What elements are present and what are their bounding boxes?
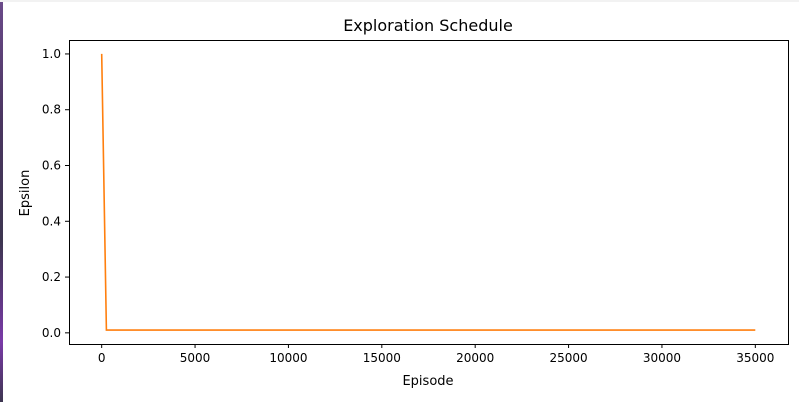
x-tick-label: 5000 (180, 351, 211, 365)
plot-frame (69, 40, 789, 345)
plot-area (100, 53, 756, 331)
window-left-edge (0, 0, 3, 402)
y-axis-label: Epsilon (18, 170, 33, 217)
x-axis-label: Episode (402, 374, 453, 389)
x-tick-label: 10000 (269, 351, 307, 365)
x-tick-label: 35000 (736, 351, 774, 365)
chart-title: Exploration Schedule (343, 16, 513, 35)
y-tick-label: 0.6 (42, 159, 61, 173)
axis-ticks: 0 5000 10000 15000 20000 25000 30000 35000 0.0 0.… (42, 47, 775, 365)
x-tick-label: 15000 (363, 351, 401, 365)
y-tick-label: 1.0 (42, 47, 61, 61)
y-tick-label: 0.0 (42, 326, 61, 340)
window-top-edge (0, 0, 799, 2)
x-tick-label: 0 (98, 351, 106, 365)
x-tick-label: 20000 (456, 351, 494, 365)
x-tick-label: 30000 (643, 351, 681, 365)
x-tick-label: 25000 (549, 351, 587, 365)
series-line-0 (100, 53, 756, 331)
y-tick-label: 0.8 (42, 103, 61, 117)
y-tick-label: 0.4 (42, 214, 61, 228)
y-tick-label: 0.2 (42, 270, 61, 284)
